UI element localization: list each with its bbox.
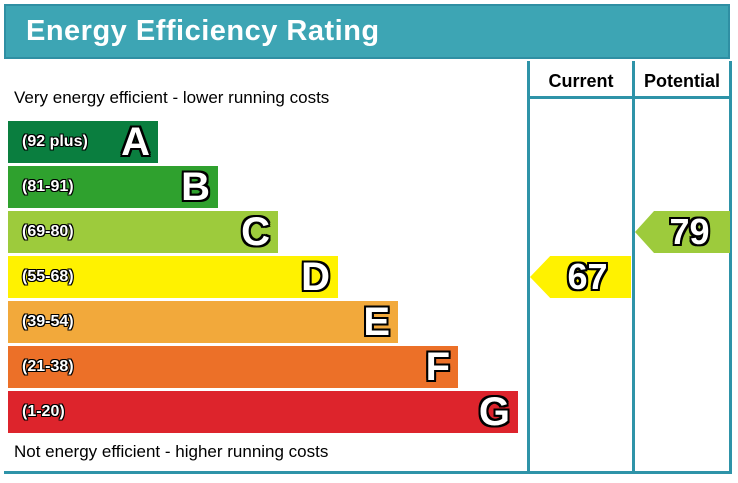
band-c-bar: (69-80) C [8,211,278,253]
band-d-range-label: (55-68) [22,268,74,285]
band-e-range-label: (39-54) [22,313,74,330]
band-e-bar: (39-54) E [8,301,398,343]
current-rating-value: 67 [567,256,608,297]
page-title: Energy Efficiency Rating [26,15,380,47]
header-underline [527,96,732,99]
table-right-border [729,61,732,474]
band-f-range-label: (21-38) [22,358,74,375]
chart-bottom-border [4,471,732,474]
current-rating-arrow: 67 [530,256,631,298]
potential-rating-value: 79 [669,211,710,252]
potential-column-left-border [632,61,635,474]
band-d-letter: D [301,255,330,299]
band-g-letter: G [478,390,510,434]
band-b-letter: B [181,165,210,209]
band-a-letter: A [121,120,150,164]
band-f-bar: (21-38) F [8,346,458,388]
band-e-letter: E [363,300,390,344]
potential-column-header: Potential [643,71,720,91]
top-note: Very energy efficient - lower running co… [14,88,330,107]
band-a-bar: (92 plus) A [8,121,158,163]
band-c-range-label: (69-80) [22,223,74,240]
band-c-letter: C [241,210,270,254]
band-d-bar: (55-68) D [8,256,338,298]
band-a-range-label: (92 plus) [22,133,88,150]
title-bar: Energy Efficiency Rating [4,4,730,59]
band-g-range-label: (1-20) [22,403,65,420]
current-column-header: Current [548,71,614,91]
band-g-bar: (1-20) G [8,391,518,433]
current-column-left-border [527,61,530,474]
potential-rating-arrow: 79 [635,211,730,253]
band-b-range-label: (81-91) [22,178,74,195]
band-b-bar: (81-91) B [8,166,218,208]
band-f-letter: F [425,345,450,389]
bottom-note: Not energy efficient - higher running co… [14,442,329,461]
